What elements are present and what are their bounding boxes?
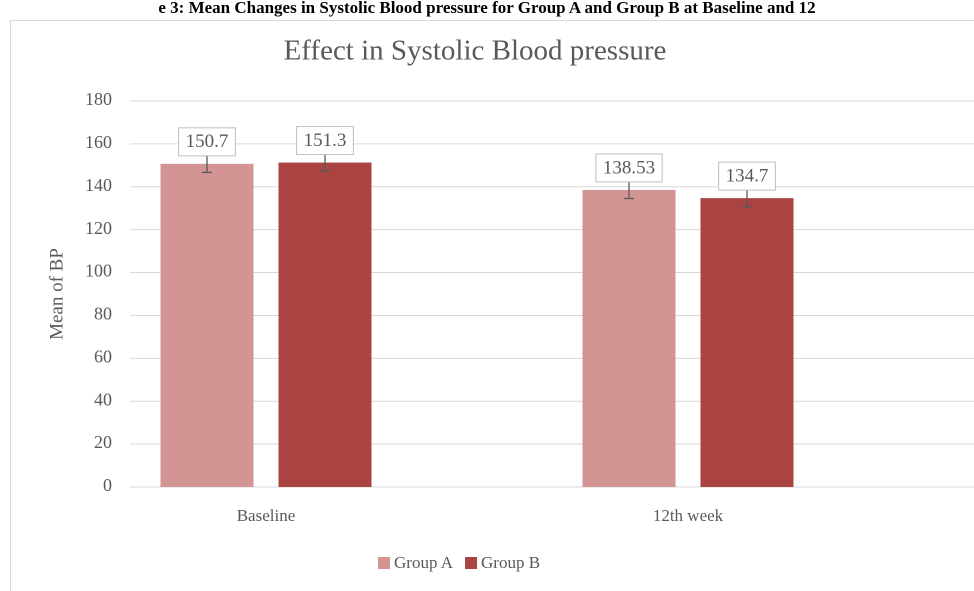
- page-header: e 3: Mean Changes in Systolic Blood pres…: [158, 0, 815, 17]
- x-tick-label: 12th week: [653, 506, 724, 525]
- y-tick-label: 20: [94, 432, 112, 452]
- data-label-box: [718, 161, 776, 191]
- bar: [160, 163, 254, 488]
- data-label: 134.7: [726, 166, 769, 187]
- legend-label: Group A: [394, 553, 454, 572]
- chart-title: Effect in Systolic Blood pressure: [284, 35, 667, 67]
- data-label-box: [178, 127, 236, 157]
- data-label-box: [296, 126, 354, 156]
- y-tick-label: 60: [94, 346, 112, 366]
- y-axis-label: Mean of BP: [46, 248, 67, 340]
- y-tick-label: 120: [85, 218, 112, 238]
- y-tick-label: 180: [85, 89, 112, 109]
- bar: [700, 198, 794, 488]
- data-label-box: [595, 153, 663, 183]
- y-tick-label: 140: [85, 175, 112, 195]
- y-tick-label: 160: [85, 132, 112, 152]
- chart-frame: [10, 20, 974, 591]
- bar: [278, 162, 372, 487]
- y-tick-label: 0: [103, 475, 112, 495]
- legend-swatch: [378, 557, 390, 569]
- data-label: 138.53: [603, 157, 655, 178]
- y-tick-label: 40: [94, 389, 112, 409]
- x-tick-label: Baseline: [237, 506, 296, 525]
- bar: [582, 189, 676, 487]
- y-tick-label: 100: [85, 261, 112, 281]
- legend-swatch: [465, 557, 478, 569]
- data-label: 151.3: [304, 130, 347, 151]
- y-tick-label: 80: [94, 304, 112, 324]
- data-label: 150.7: [186, 131, 229, 152]
- legend-label: Group B: [481, 553, 540, 572]
